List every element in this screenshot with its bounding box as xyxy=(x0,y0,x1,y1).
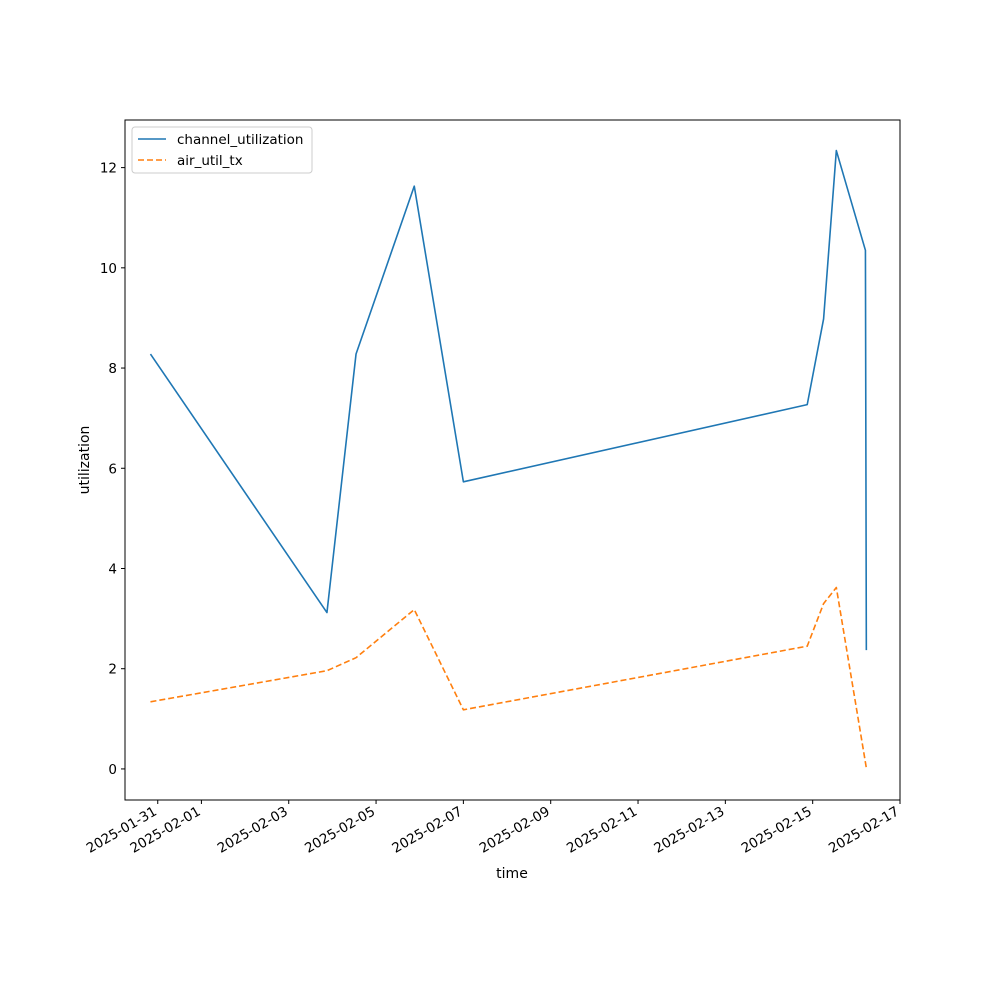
series-layer xyxy=(149,149,868,769)
plot-area xyxy=(125,120,900,800)
y-axis-ticks: 0 2 4 6 8 10 12 xyxy=(100,161,125,778)
series-line-air-util-tx xyxy=(150,586,868,769)
x-axis-label: time xyxy=(496,866,528,882)
y-tick-label: 6 xyxy=(108,461,117,477)
y-tick-label: 0 xyxy=(108,762,117,778)
legend: channel_utilization air_util_tx xyxy=(131,126,313,174)
legend-label-air-util-tx: air_util_tx xyxy=(177,153,243,169)
legend-label-channel-utilization: channel_utilization xyxy=(177,132,304,148)
y-axis-label: utilization xyxy=(77,426,93,495)
series-line-channel-utilization xyxy=(149,149,868,651)
plot-frame xyxy=(124,119,901,801)
y-tick-label: 8 xyxy=(108,361,117,377)
y-tick-label: 2 xyxy=(108,662,117,678)
y-tick-label: 4 xyxy=(108,561,117,577)
y-tick-label: 12 xyxy=(100,161,117,177)
y-tick-label: 10 xyxy=(100,261,117,277)
legend-box xyxy=(131,126,313,174)
